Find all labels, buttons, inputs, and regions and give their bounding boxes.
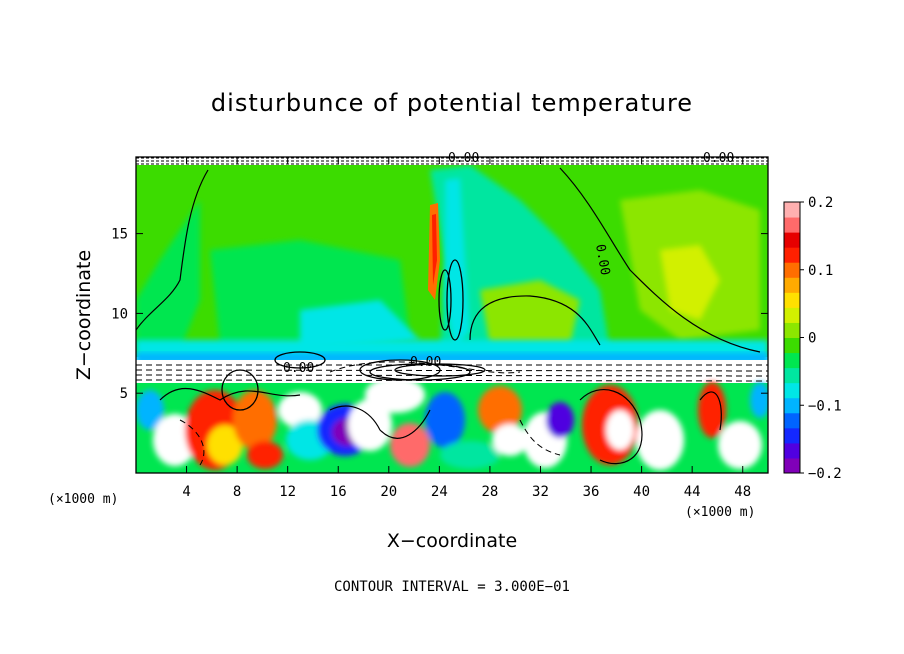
colorbar-segment bbox=[784, 382, 800, 399]
colorbar-segment bbox=[784, 352, 800, 369]
y-tick-label: 15 bbox=[111, 227, 128, 243]
x-tick-label: 20 bbox=[380, 484, 397, 500]
contour-labels: 0.00 0.00 0.00 0.00 0.00 bbox=[283, 151, 734, 376]
x-tick-label: 44 bbox=[684, 484, 701, 500]
colorbar-segment bbox=[784, 307, 800, 323]
colorbar-segment bbox=[784, 397, 800, 414]
eddies bbox=[136, 377, 768, 470]
contour-interval-note: CONTOUR INTERVAL = 3.000E−01 bbox=[334, 579, 570, 595]
x-tick-label: 12 bbox=[279, 484, 296, 500]
contour-label: 0.00 bbox=[703, 151, 734, 166]
colorbar-tick-label: 0 bbox=[808, 331, 816, 347]
colorbar-segment bbox=[784, 277, 800, 293]
contour-label: 0.00 bbox=[283, 361, 314, 376]
chart-title: disturbunce of potential temperature bbox=[211, 89, 693, 117]
yellow-patch bbox=[660, 245, 720, 320]
y-axis-label: Z−coordinate bbox=[73, 250, 95, 380]
colorbar-ticks: 0.2 0.1 0 −0.1 −0.2 bbox=[800, 195, 842, 482]
cyan-patch bbox=[300, 300, 420, 350]
colorbar-tick-label: −0.1 bbox=[808, 398, 842, 414]
colorbar-segment bbox=[784, 232, 800, 248]
x-tick-label: 40 bbox=[633, 484, 650, 500]
contour-label: 0.00 bbox=[448, 151, 479, 166]
colorbar bbox=[784, 202, 800, 474]
colorbar-segment bbox=[784, 457, 800, 474]
x-tick-label: 32 bbox=[532, 484, 549, 500]
colorbar-segment bbox=[784, 322, 800, 338]
colorbar-tick-label: 0.1 bbox=[808, 263, 833, 279]
plot-area bbox=[136, 157, 768, 473]
colorbar-segment bbox=[784, 442, 800, 459]
plot-frame bbox=[135, 156, 769, 474]
warm-streak bbox=[432, 214, 437, 285]
x-tick-label: 16 bbox=[330, 484, 347, 500]
x-axis: 4 8 12 16 20 24 28 32 36 40 44 48 bbox=[182, 157, 751, 500]
x-unit-right: (×1000 m) bbox=[685, 505, 755, 520]
colorbar-segment bbox=[784, 292, 800, 308]
y-tick-label: 10 bbox=[111, 306, 128, 322]
x-tick-label: 4 bbox=[182, 484, 190, 500]
colorbar-tick-label: −0.2 bbox=[808, 466, 842, 482]
x-tick-label: 24 bbox=[431, 484, 448, 500]
yellow-green-patch bbox=[480, 280, 580, 345]
x-unit-left: (×1000 m) bbox=[48, 492, 118, 507]
colorbar-segment bbox=[784, 337, 800, 354]
colorbar-segment bbox=[784, 202, 800, 218]
x-axis-label: X−coordinate bbox=[387, 530, 517, 552]
colorbar-segment bbox=[784, 412, 800, 429]
colorbar-segment bbox=[784, 262, 800, 278]
colorbar-segment bbox=[784, 367, 800, 384]
colorbar-tick-label: 0.2 bbox=[808, 195, 833, 211]
contour-label: 0.00 bbox=[410, 355, 441, 370]
contour-cluster bbox=[221, 259, 486, 411]
contour-label: 0.00 bbox=[592, 243, 612, 276]
x-tick-label: 48 bbox=[734, 484, 751, 500]
top-strip-contours bbox=[136, 157, 768, 165]
x-tick-label: 28 bbox=[481, 484, 498, 500]
y-axis: 5 10 15 bbox=[111, 227, 768, 402]
colorbar-segment bbox=[784, 217, 800, 233]
colorbar-segment bbox=[784, 247, 800, 263]
y-tick-label: 5 bbox=[120, 386, 128, 402]
solid-contours bbox=[136, 167, 761, 465]
colorbar-segment bbox=[784, 427, 800, 444]
x-tick-label: 36 bbox=[583, 484, 600, 500]
boundary-band bbox=[136, 353, 768, 363]
x-tick-label: 8 bbox=[233, 484, 241, 500]
